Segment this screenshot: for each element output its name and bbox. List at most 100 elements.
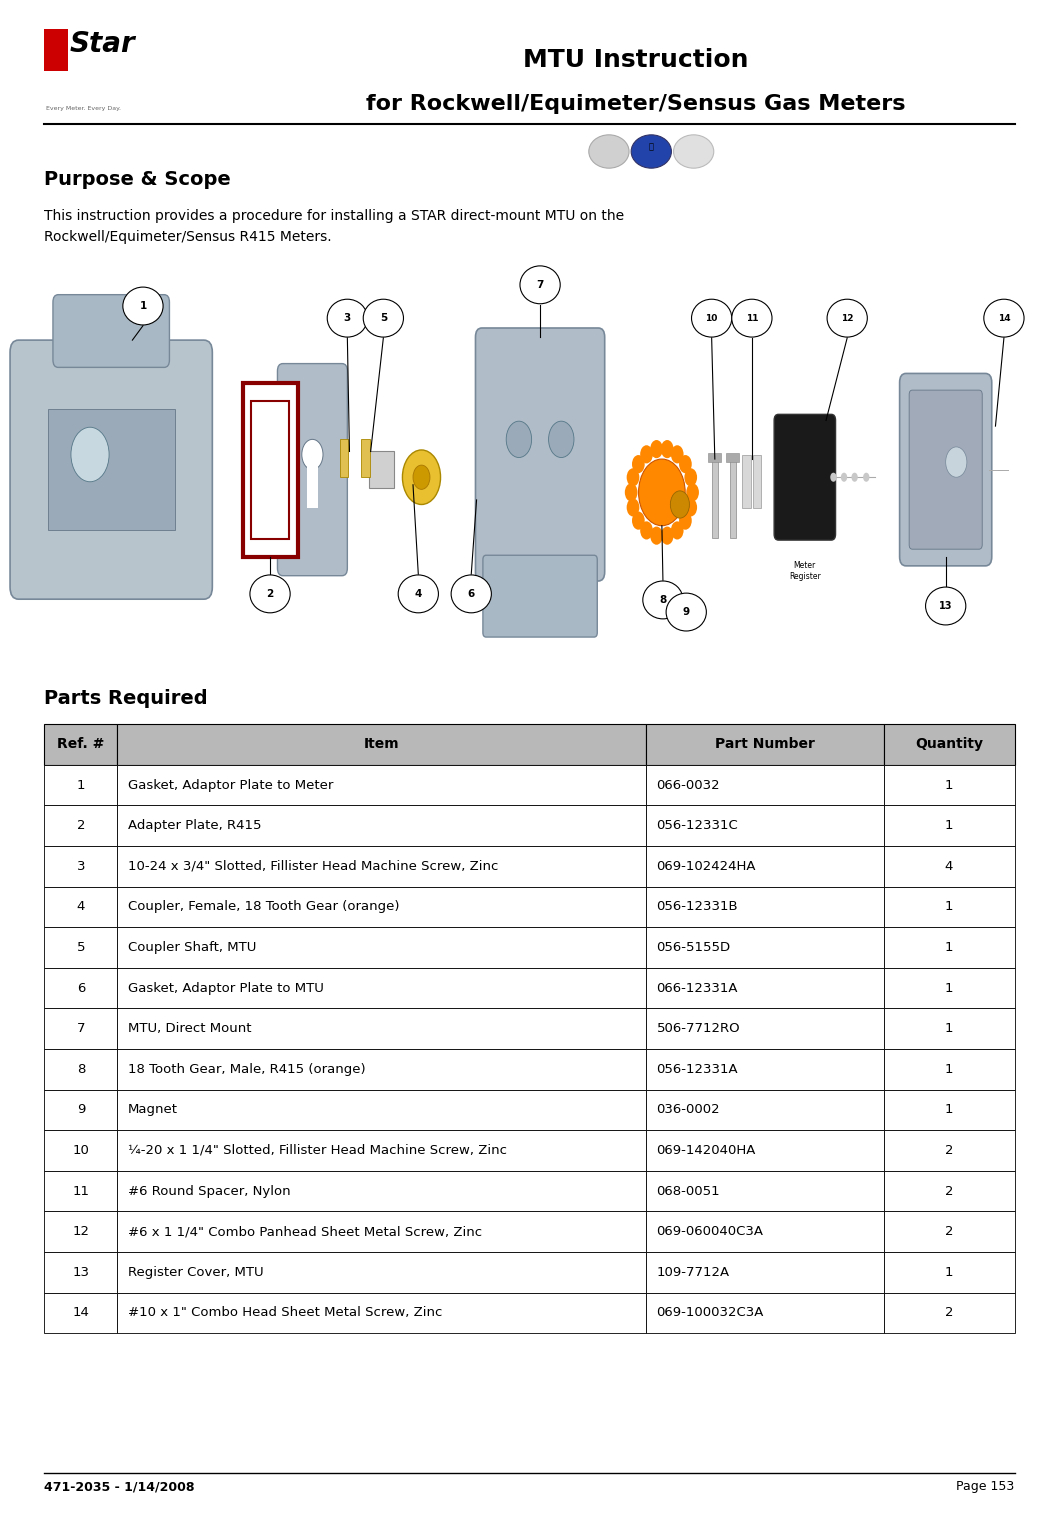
Bar [44, 1251, 118, 1292]
Circle shape [302, 439, 323, 470]
Bar [646, 1251, 883, 1292]
Circle shape [671, 445, 684, 464]
Bar [646, 845, 883, 886]
FancyBboxPatch shape [774, 415, 836, 541]
Text: Gasket, Adaptor Plate to Meter: Gasket, Adaptor Plate to Meter [128, 779, 334, 791]
Circle shape [670, 491, 689, 518]
Ellipse shape [926, 586, 966, 624]
Text: 069-142040HA: 069-142040HA [657, 1144, 756, 1157]
Bar [646, 1171, 883, 1212]
Text: 1: 1 [945, 820, 953, 832]
Ellipse shape [327, 298, 367, 336]
Ellipse shape [631, 135, 671, 168]
Bar [883, 1048, 1015, 1089]
Text: 5: 5 [76, 941, 85, 954]
Text: 471-2035 - 1/14/2008: 471-2035 - 1/14/2008 [44, 1480, 195, 1494]
Circle shape [627, 498, 640, 517]
Ellipse shape [398, 574, 438, 614]
Bar [742, 454, 751, 508]
Bar [646, 886, 883, 927]
Circle shape [639, 459, 685, 526]
Bar [646, 1212, 883, 1251]
Text: 1: 1 [945, 900, 953, 914]
Circle shape [679, 454, 692, 473]
Text: Parts Required: Parts Required [44, 689, 209, 709]
Ellipse shape [363, 298, 403, 336]
Bar [646, 927, 883, 968]
Circle shape [671, 521, 684, 539]
Circle shape [632, 512, 645, 530]
Bar [44, 1130, 118, 1171]
Text: MTU, Direct Mount: MTU, Direct Mount [128, 1023, 251, 1035]
Text: #6 x 1 1/4" Combo Panhead Sheet Metal Screw, Zinc: #6 x 1 1/4" Combo Panhead Sheet Metal Sc… [128, 1226, 482, 1238]
Text: 10: 10 [72, 1144, 89, 1157]
FancyBboxPatch shape [475, 327, 605, 582]
Circle shape [549, 421, 574, 458]
Circle shape [841, 473, 847, 482]
Bar [44, 1009, 118, 1048]
Text: 9: 9 [76, 1103, 85, 1117]
Text: 6: 6 [468, 589, 474, 598]
Text: Ref. #: Ref. # [57, 738, 105, 751]
Bar [44, 1048, 118, 1089]
Circle shape [661, 439, 674, 458]
Text: 069-100032C3A: 069-100032C3A [657, 1306, 764, 1320]
Ellipse shape [250, 574, 290, 614]
Circle shape [640, 445, 652, 464]
Text: 5: 5 [380, 314, 387, 323]
Bar [883, 1171, 1015, 1212]
Text: 10-24 x 3/4" Slotted, Fillister Head Machine Screw, Zinc: 10-24 x 3/4" Slotted, Fillister Head Mac… [128, 861, 498, 873]
Bar [118, 765, 646, 806]
Text: 2: 2 [945, 1226, 953, 1238]
Ellipse shape [123, 288, 163, 326]
Bar [646, 1292, 883, 1333]
Circle shape [71, 427, 109, 482]
Text: 2: 2 [267, 589, 273, 598]
Text: 056-12331A: 056-12331A [657, 1064, 738, 1076]
Text: 1: 1 [945, 779, 953, 791]
Text: Meter
Register: Meter Register [789, 562, 821, 580]
Text: #6 Round Spacer, Nylon: #6 Round Spacer, Nylon [128, 1185, 290, 1197]
Text: 10: 10 [705, 314, 718, 323]
Text: 12: 12 [72, 1226, 89, 1238]
Bar [118, 1009, 646, 1048]
Ellipse shape [692, 298, 732, 336]
Text: Every Meter. Every Day.: Every Meter. Every Day. [46, 106, 121, 111]
Text: 2: 2 [945, 1185, 953, 1197]
Circle shape [863, 473, 869, 482]
Text: 068-0051: 068-0051 [657, 1185, 720, 1197]
Text: Purpose & Scope: Purpose & Scope [44, 170, 231, 189]
Bar [646, 1048, 883, 1089]
Circle shape [684, 498, 697, 517]
Ellipse shape [827, 298, 867, 336]
Bar [243, 383, 298, 558]
Circle shape [506, 421, 532, 458]
Bar [883, 1292, 1015, 1333]
Text: #10 x 1" Combo Head Sheet Metal Screw, Zinc: #10 x 1" Combo Head Sheet Metal Screw, Z… [128, 1306, 443, 1320]
FancyBboxPatch shape [909, 391, 983, 550]
Text: 13: 13 [72, 1267, 89, 1279]
Ellipse shape [643, 582, 683, 618]
Bar [118, 1130, 646, 1171]
Text: 056-12331C: 056-12331C [657, 820, 738, 832]
Text: 1: 1 [945, 1267, 953, 1279]
Text: 506-7712RO: 506-7712RO [657, 1023, 740, 1035]
Text: 11: 11 [746, 314, 758, 323]
Bar [44, 1089, 118, 1130]
Text: Item: Item [363, 738, 399, 751]
Text: 2: 2 [76, 820, 85, 832]
Bar [118, 1292, 646, 1333]
Bar [883, 1130, 1015, 1171]
Circle shape [830, 473, 837, 482]
Text: 1: 1 [945, 1023, 953, 1035]
Text: This instruction provides a procedure for installing a STAR direct-mount MTU on : This instruction provides a procedure fo… [44, 209, 625, 244]
Text: 4: 4 [945, 861, 953, 873]
Bar [44, 927, 118, 968]
Circle shape [661, 527, 674, 545]
FancyBboxPatch shape [277, 364, 347, 576]
Bar [646, 765, 883, 806]
Bar [883, 1009, 1015, 1048]
Text: Part Number: Part Number [715, 738, 814, 751]
Bar [883, 806, 1015, 845]
Text: 066-12331A: 066-12331A [657, 982, 738, 994]
